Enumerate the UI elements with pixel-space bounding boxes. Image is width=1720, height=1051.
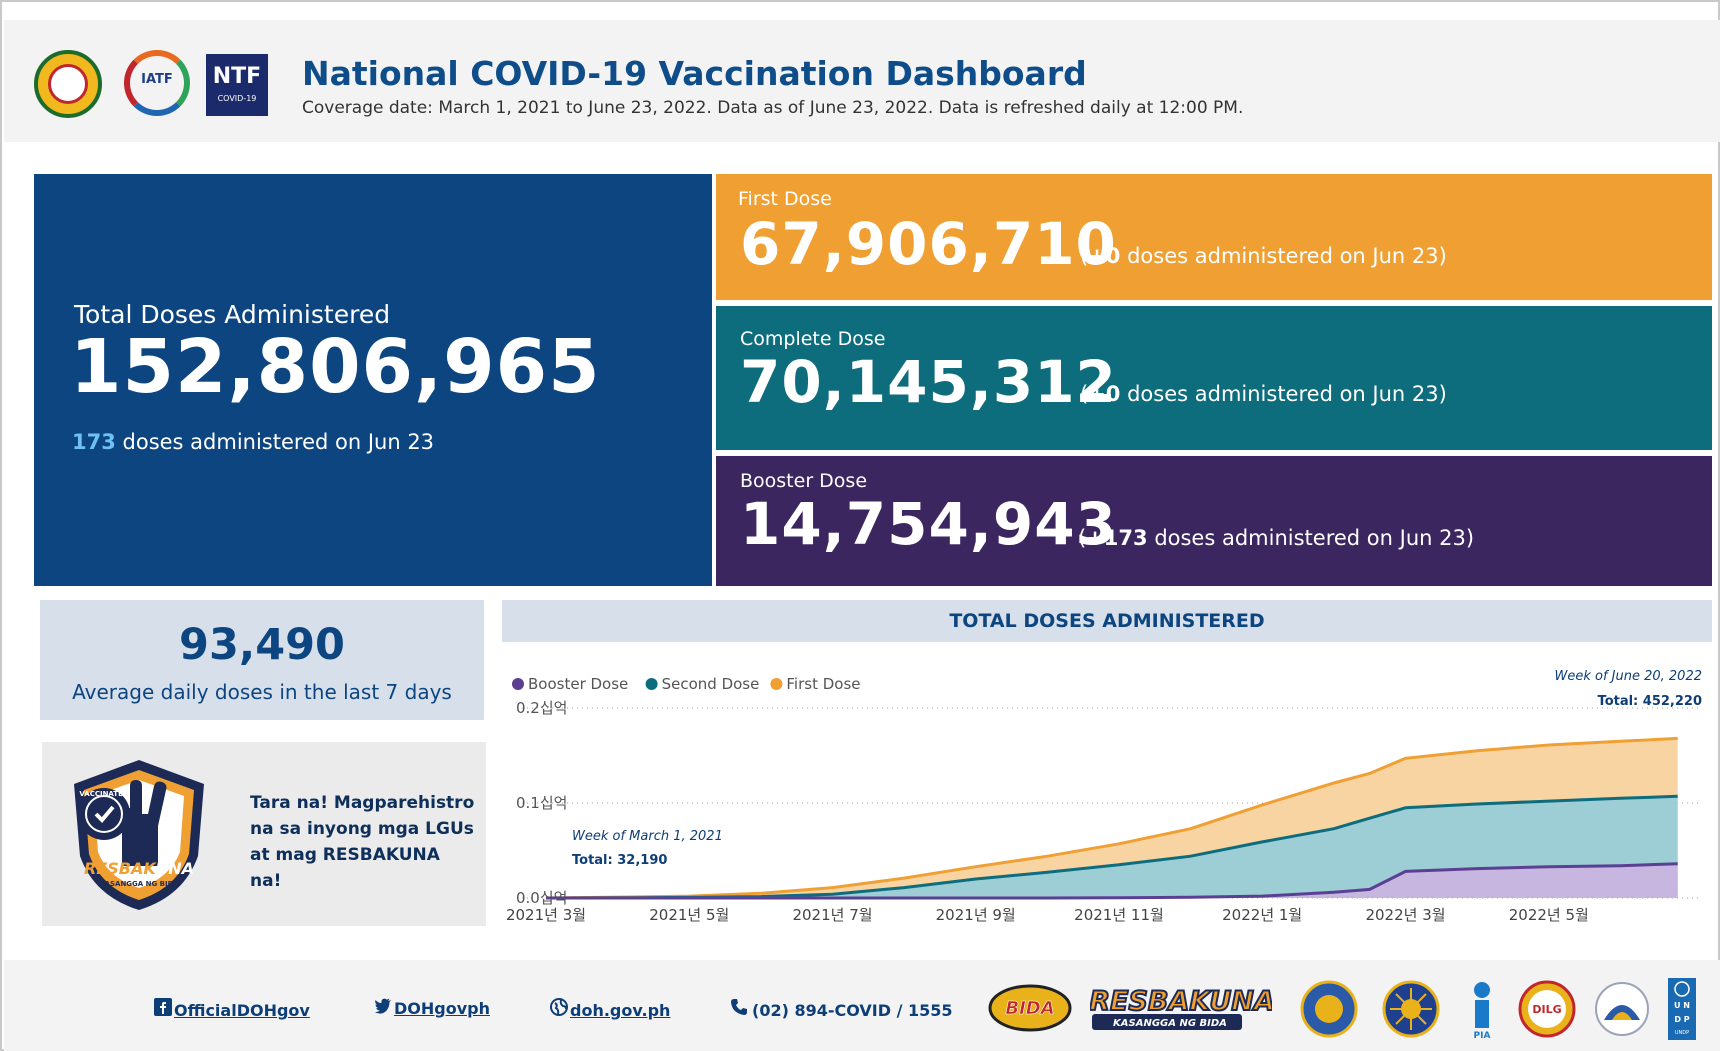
facebook-icon <box>154 998 174 1020</box>
twitter-link[interactable]: DOHgovph <box>374 998 490 1018</box>
ntf-covid-logo: NTF COVID-19 <box>206 54 268 116</box>
legend-swatch <box>770 678 783 690</box>
svg-text:DILG: DILG <box>1532 1003 1561 1016</box>
first-dose-note: (+0 doses administered on Jun 23) <box>1080 244 1447 268</box>
complete-dose-label: Complete Dose <box>740 328 886 350</box>
svg-text:VACCINATED: VACCINATED <box>79 790 129 798</box>
x-tick-label: 2021년 7월 <box>792 906 872 924</box>
x-tick-label: 2022년 1월 <box>1222 906 1302 924</box>
twitter-icon <box>374 998 394 1018</box>
svg-text:RESBAKUNA: RESBAKUNA <box>84 859 194 878</box>
facebook-link[interactable]: OfficialDOHgov <box>154 998 310 1020</box>
legend-label: Second Dose <box>662 675 760 693</box>
booster-dose-label: Booster Dose <box>740 470 868 492</box>
coverage-subtitle: Coverage date: March 1, 2021 to June 23,… <box>302 98 1244 118</box>
annotation-end-caption: Week of June 20, 2022 <box>1554 669 1702 684</box>
average-daily-card: 93,490 Average daily doses in the last 7… <box>40 600 484 720</box>
y-tick-label: 0.1십억 <box>516 794 567 812</box>
undp-logo: U N D P UNDP <box>1668 978 1696 1040</box>
chart-header: TOTAL DOSES ADMINISTERED <box>502 600 1712 642</box>
footer-bar: OfficialDOHgov DOHgovph doh.gov.ph (02) … <box>4 960 1720 1051</box>
globe-icon <box>550 998 570 1020</box>
promo-text: Tara na! Magparehistro na sa inyong mga … <box>250 793 475 891</box>
phone-icon <box>730 998 752 1020</box>
resbakuna-badge-icon: VACCINATED RESBAKUNA KASANGGA NG BIDA <box>74 760 204 910</box>
complete-dose-value: 70,145,312 <box>740 348 1117 416</box>
doh-seal-logo <box>34 50 102 118</box>
website-link[interactable]: doh.gov.ph <box>550 998 670 1020</box>
y-tick-label: 0.2십억 <box>516 699 567 717</box>
area-second-dose <box>545 796 1678 898</box>
pcoo-seal-logo <box>1300 980 1358 1038</box>
svg-text:KASANGGA NG BIDA: KASANGGA NG BIDA <box>99 880 179 888</box>
legend-swatch <box>512 678 524 690</box>
page-title: National COVID-19 Vaccination Dashboard <box>302 54 1087 93</box>
svg-text:PIA: PIA <box>1474 1031 1491 1040</box>
average-daily-value: 93,490 <box>179 620 345 670</box>
x-tick-label: 2021년 9월 <box>936 906 1016 924</box>
x-axis-ticks: 2021년 3월 2021년 5월 2021년 7월 2021년 9월 2021년 11… <box>506 906 1589 924</box>
chart-areas <box>546 738 1678 898</box>
chart-title: TOTAL DOSES ADMINISTERED <box>949 610 1265 632</box>
svg-text:KASANGGA NG BIDA: KASANGGA NG BIDA <box>1113 1018 1227 1029</box>
annotation-start-caption: Week of March 1, 2021 <box>572 829 723 844</box>
iatf-logo: IATF <box>124 50 190 116</box>
complete-dose-card: Complete Dose 70,145,312 (+0 doses admin… <box>716 306 1712 450</box>
annotation-start-total: Total: 32,190 <box>572 853 667 868</box>
svg-text:UNDP: UNDP <box>1675 1030 1689 1036</box>
y-tick-label: 0.0십억 <box>516 889 567 907</box>
annotation-end-total: Total: 452,220 <box>1598 694 1702 709</box>
header-bar: IATF NTF COVID-19 National COVID-19 Vacc… <box>4 20 1720 142</box>
legend-label: Booster Dose <box>528 675 628 693</box>
svg-text:U N: U N <box>1674 1001 1690 1010</box>
chart-legend: Booster Dose Second Dose First Dose <box>512 675 861 693</box>
line-first-dose <box>546 738 1678 898</box>
first-dose-label: First Dose <box>738 188 832 210</box>
hotline-number: (02) 894-COVID / 1555 <box>730 998 953 1020</box>
line-booster-dose <box>546 864 1678 898</box>
x-tick-label: 2022년 5월 <box>1509 906 1589 924</box>
total-daily-count: 173 <box>72 430 116 454</box>
total-daily-note: 173 doses administered on Jun 23 <box>72 430 435 454</box>
first-dose-card: First Dose 67,906,710 (+0 doses administ… <box>716 174 1712 300</box>
x-tick-label: 2021년 3월 <box>506 906 586 924</box>
area-booster-dose <box>545 863 1678 898</box>
legend-label: First Dose <box>786 675 860 693</box>
x-tick-label: 2021년 5월 <box>649 906 729 924</box>
svg-text:BIDA: BIDA <box>1005 998 1054 1019</box>
total-doses-value: 152,806,965 <box>70 324 601 410</box>
bida-logo: BIDA <box>988 984 1072 1032</box>
resbakuna-promo-card: VACCINATED RESBAKUNA KASANGGA NG BIDA Ta… <box>42 742 486 926</box>
chart-annotations: Week of March 1, 2021 Total: 32,190 Week o… <box>572 669 1702 868</box>
total-doses-label: Total Doses Administered <box>74 300 391 329</box>
total-doses-card: Total Doses Administered 152,806,965 173… <box>34 174 712 586</box>
first-dose-value: 67,906,710 <box>740 210 1117 278</box>
pia-logo: PIA <box>1474 982 1491 1040</box>
complete-dose-note: (+0 doses administered on Jun 23) <box>1080 382 1447 406</box>
x-tick-label: 2022년 3월 <box>1365 906 1445 924</box>
doses-area-chart: Booster Dose Second Dose First Dose 0.0십억0… <box>506 669 1702 924</box>
legend-swatch <box>645 678 658 690</box>
booster-dose-card: Booster Dose 14,754,943 (+173 doses admi… <box>716 456 1712 586</box>
svg-text:RESBAKUNA: RESBAKUNA <box>1090 986 1272 1017</box>
sun-seal-logo <box>1382 980 1440 1038</box>
average-daily-label: Average daily doses in the last 7 days <box>72 680 452 704</box>
x-tick-label: 2021년 11월 <box>1074 906 1164 924</box>
y-axis-ticks: 0.0십억 0.1십억 0.2십억 <box>516 699 567 907</box>
partner-seal-logo <box>1595 982 1649 1036</box>
booster-dose-note: (+173 doses administered on Jun 23) <box>1078 526 1475 550</box>
resbakuna-logo: RESBAKUNA KASANGGA NG BIDA <box>1090 985 1272 1030</box>
booster-dose-value: 14,754,943 <box>740 490 1117 558</box>
dilg-logo: DILG <box>1518 980 1576 1038</box>
svg-text:D P: D P <box>1674 1015 1689 1024</box>
